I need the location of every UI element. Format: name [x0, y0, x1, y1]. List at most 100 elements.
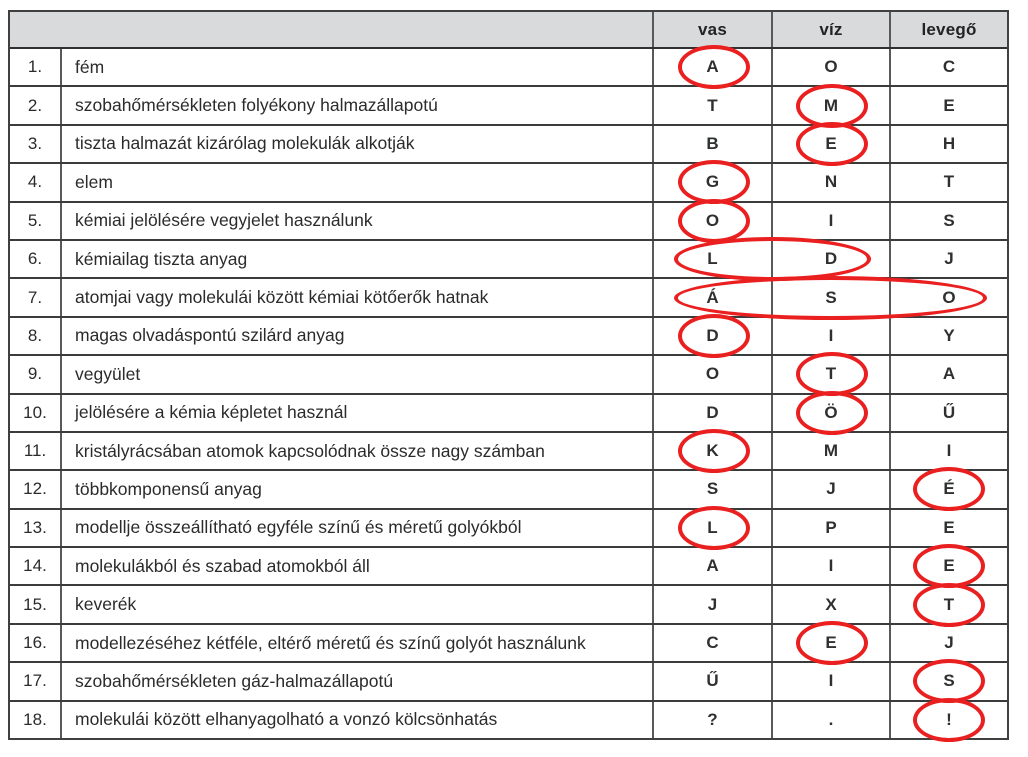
letter-cell-viz: I: [773, 663, 891, 700]
letter-cell-levego: S: [943, 210, 955, 230]
table-row: 14. molekulákból és szabad atomokból áll A…: [10, 544, 1007, 589]
letter-cell-levego: E: [943, 95, 955, 115]
row-number: 10.: [10, 394, 62, 431]
row-description: szobahőmérsékleten folyékony halmazállap…: [62, 87, 654, 124]
letter-cell-viz: J: [773, 471, 891, 508]
letter-cell-levego: E: [943, 556, 955, 576]
letter-cell-vas: S: [654, 471, 773, 508]
letter-cell-levego: T: [943, 172, 955, 192]
letter-cell-vas: G: [654, 164, 773, 201]
letter-cell-levego: É: [943, 479, 955, 499]
row-description: kristályrácsában atomok kapcsolódnak öss…: [62, 432, 654, 470]
row-number: 7.: [10, 279, 62, 316]
table-row: 4. elem G N T: [10, 160, 1007, 205]
letter-cell-viz: M: [773, 432, 891, 470]
quiz-table: vas víz levegő 1. fém A O C 2. szobahőmérsékle…: [8, 10, 1009, 742]
letter-cell-vas: A: [654, 548, 773, 585]
row-description: keverék: [62, 586, 654, 623]
letter-cell-viz: D: [773, 240, 891, 278]
letter-cell-viz: I: [773, 548, 891, 585]
row-number: 12.: [10, 471, 62, 508]
letter-cell-viz: E: [773, 624, 891, 662]
table-row: 5. kémiai jelölésére vegyjelet használunk…: [10, 198, 1007, 243]
row-description: vegyület: [62, 356, 654, 393]
letter-cell-viz: I: [773, 202, 891, 239]
table-row: 12. többkomponensű anyag S J É: [10, 467, 1007, 512]
table-row: 8. magas olvadáspontú szilárd anyag D I Y: [10, 313, 1007, 358]
letter-cell-viz: Ö: [773, 394, 891, 431]
row-number: 4.: [10, 164, 62, 201]
letter-cell-viz: S: [773, 279, 891, 316]
letter-cell-viz: I: [773, 317, 891, 355]
row-description: elem: [62, 164, 654, 201]
row-number: 13.: [10, 509, 62, 547]
letter-cell-vas: T: [654, 87, 773, 124]
row-description: jelölésére a kémia képletet használ: [62, 394, 654, 431]
row-number: 1.: [10, 49, 62, 86]
letter-cell-vas: L: [654, 240, 773, 278]
letter-cell-vas: A: [654, 49, 773, 86]
letter-cell-levego: J: [944, 249, 954, 269]
letter-cell-vas: D: [654, 317, 773, 355]
letter-cell-viz: P: [773, 509, 891, 547]
table-row: 7. atomjai vagy molekulái között kémiai k…: [10, 275, 1007, 320]
row-description: kémiailag tiszta anyag: [62, 240, 654, 278]
letter-cell-viz: T: [773, 356, 891, 393]
row-description: molekulákból és szabad atomokból áll: [62, 548, 654, 585]
letter-cell-viz: E: [773, 125, 891, 163]
row-description: atomjai vagy molekulái között kémiai köt…: [62, 279, 654, 316]
table-row: 13. modellje összeállítható egyféle színű…: [10, 505, 1007, 550]
table-row: 10. jelölésére a kémia képletet használ D Ö…: [10, 390, 1007, 435]
letter-cell-vas: J: [654, 586, 773, 623]
row-description: többkomponensű anyag: [62, 471, 654, 508]
row-number: 2.: [10, 87, 62, 124]
row-number: 16.: [10, 624, 62, 662]
letter-cell-vas: B: [654, 125, 773, 163]
letter-cell-levego: H: [942, 133, 956, 153]
table-row: 2. szobahőmérsékleten folyékony halmazáll…: [10, 83, 1007, 128]
row-number: 8.: [10, 317, 62, 355]
row-number: 14.: [10, 548, 62, 585]
row-description: magas olvadáspontú szilárd anyag: [62, 317, 654, 355]
header-viz: víz: [773, 12, 891, 47]
row-description: modellezéséhez kétféle, eltérő méretű és…: [62, 624, 654, 662]
letter-cell-levego: Y: [943, 325, 955, 345]
letter-cell-vas: D: [654, 394, 773, 431]
letter-cell-vas: O: [654, 356, 773, 393]
table-row: 17. szobahőmérsékleten gáz-halmazállapotú…: [10, 659, 1007, 704]
letter-cell-vas: O: [654, 202, 773, 239]
header-vas: vas: [654, 12, 773, 47]
letter-cell-vas: Á: [654, 279, 773, 316]
table-row: 16. modellezéséhez kétféle, eltérő méretű…: [10, 621, 1007, 666]
letter-cell-viz: .: [773, 701, 891, 739]
letter-cell-vas: ?: [654, 701, 773, 739]
table-row: 1. fém A O C: [10, 45, 1007, 90]
letter-cell-levego: S: [943, 671, 955, 691]
letter-cell-levego: J: [944, 633, 954, 653]
row-number: 17.: [10, 663, 62, 700]
row-description: kémiai jelölésére vegyjelet használunk: [62, 202, 654, 239]
letter-cell-viz: O: [773, 49, 891, 86]
letter-cell-levego: T: [943, 594, 955, 614]
row-number: 5.: [10, 202, 62, 239]
row-number: 9.: [10, 356, 62, 393]
letter-cell-vas: C: [654, 624, 773, 662]
letter-cell-viz: X: [773, 586, 891, 623]
table-row: 9. vegyület O T A: [10, 352, 1007, 397]
row-number: 6.: [10, 240, 62, 278]
row-number: 15.: [10, 586, 62, 623]
letter-cell-levego: O: [942, 287, 956, 307]
row-description: modellje összeállítható egyféle színű és…: [62, 509, 654, 547]
letter-cell-vas: K: [654, 432, 773, 470]
letter-cell-levego: I: [946, 441, 952, 461]
row-number: 11.: [10, 432, 62, 470]
row-description: fém: [62, 49, 654, 86]
header-corner-cell: [10, 12, 654, 47]
letter-cell-levego: E: [943, 517, 955, 537]
row-description: molekulái között elhanyagolható a vonzó …: [62, 701, 654, 739]
header-levego: levegő: [921, 19, 977, 39]
letter-cell-vas: L: [654, 509, 773, 547]
row-description: szobahőmérsékleten gáz-halmazállapotú: [62, 663, 654, 700]
table-row: 6. kémiailag tiszta anyag L D J: [10, 237, 1007, 282]
letter-cell-levego: A: [942, 364, 956, 384]
